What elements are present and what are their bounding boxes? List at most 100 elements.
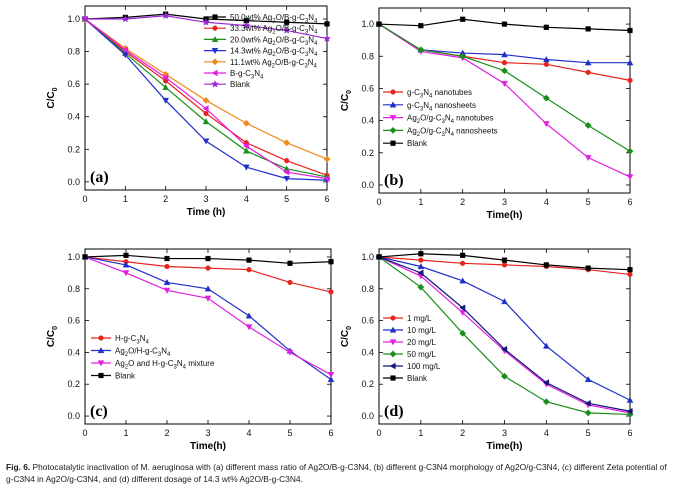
chart-panel-3: 0 1 2 3 4 5 6 0.0 0.2 0.4 0.6 0.8 1.0 Time(h) C/C0 (c) H… bbox=[46, 248, 335, 452]
legend-swatch-marker bbox=[390, 315, 396, 321]
legend-item: 50 mg/L bbox=[383, 350, 436, 359]
y-tick-label: 0.8 bbox=[67, 47, 80, 57]
data-point bbox=[327, 372, 335, 379]
legend-swatch-marker bbox=[211, 35, 219, 42]
series-line bbox=[84, 256, 332, 376]
data-point bbox=[245, 312, 253, 319]
x-tick-label: 2 bbox=[460, 197, 465, 207]
series-4 bbox=[375, 253, 634, 418]
y-tick-label: 0.4 bbox=[361, 116, 374, 126]
data-point bbox=[501, 21, 508, 27]
y-axis-title: C/C0 bbox=[46, 87, 59, 108]
y-axis-title: C/C0 bbox=[340, 326, 353, 347]
x-tick-label: 6 bbox=[627, 428, 632, 438]
series-6 bbox=[376, 251, 633, 273]
x-tick-label: 5 bbox=[287, 428, 292, 438]
chart-panel-1: 0 1 2 3 4 5 6 0.0 0.2 0.4 0.6 0.8 1.0 Time (h) C/C0 (a)… bbox=[46, 5, 331, 218]
x-tick-label: 3 bbox=[502, 197, 507, 207]
series-2 bbox=[375, 253, 634, 403]
legend-swatch-marker bbox=[211, 48, 219, 55]
x-tick-label: 2 bbox=[164, 428, 169, 438]
panel-label: (c) bbox=[90, 403, 108, 420]
data-point bbox=[245, 324, 253, 331]
x-axis-title: Time(h) bbox=[487, 210, 523, 221]
data-point bbox=[327, 376, 335, 383]
data-point bbox=[122, 261, 130, 268]
data-point bbox=[626, 407, 633, 415]
data-point bbox=[542, 379, 549, 386]
data-point bbox=[417, 269, 424, 277]
data-point bbox=[287, 279, 293, 286]
x-tick-label: 2 bbox=[460, 428, 465, 438]
data-point bbox=[163, 278, 171, 286]
data-point bbox=[246, 257, 252, 263]
y-axis-title: C/C0 bbox=[46, 326, 59, 347]
legend-item: g-C3N4 nanosheets bbox=[383, 101, 476, 112]
data-point bbox=[627, 77, 633, 83]
data-point bbox=[323, 175, 330, 182]
x-tick-label: 4 bbox=[544, 197, 549, 207]
x-tick-label: 6 bbox=[324, 194, 329, 204]
data-point bbox=[122, 270, 130, 277]
data-point bbox=[501, 262, 508, 268]
legend-swatch-marker bbox=[390, 140, 396, 146]
data-point bbox=[328, 289, 334, 295]
series-4 bbox=[82, 252, 334, 266]
legend-swatch-marker bbox=[389, 126, 397, 134]
data-point bbox=[242, 142, 249, 150]
y-axis-title: C/C0 bbox=[340, 90, 353, 111]
legend-item: Blank bbox=[91, 372, 136, 381]
legend-label: 11.1wt% Ag2O/B-g-C3N4 bbox=[230, 58, 317, 70]
y-tick-label: 0.2 bbox=[67, 379, 80, 389]
data-point bbox=[121, 14, 130, 23]
legend-item: Ag2O and H-g-C3N4 mixture bbox=[91, 359, 215, 371]
data-point bbox=[202, 96, 210, 104]
data-point bbox=[82, 254, 88, 260]
legend: 1 mg/L 10 mg/L 20 mg/L 50 mg/L 100 mg/L Blank bbox=[383, 314, 441, 383]
x-tick-label: 1 bbox=[418, 197, 423, 207]
data-point bbox=[627, 267, 633, 273]
legend-item: 20 mg/L bbox=[383, 338, 436, 347]
x-axis-title: Time(h) bbox=[487, 441, 523, 452]
y-tick-label: 1.0 bbox=[67, 252, 80, 262]
legend-swatch-marker bbox=[212, 14, 218, 20]
data-point bbox=[584, 409, 592, 417]
data-point bbox=[542, 342, 550, 349]
legend-item: Ag2O/H-g-C3N4 bbox=[91, 347, 171, 358]
legend-swatch-marker bbox=[98, 372, 104, 379]
data-point bbox=[459, 277, 467, 284]
data-point bbox=[376, 254, 382, 260]
data-point bbox=[584, 399, 591, 407]
legend-swatch-marker bbox=[389, 350, 397, 358]
data-point bbox=[626, 396, 634, 403]
panel-label: (a) bbox=[90, 169, 109, 186]
data-point bbox=[459, 304, 466, 312]
data-point bbox=[542, 398, 550, 406]
data-point bbox=[585, 265, 591, 271]
legend-label: Blank bbox=[407, 139, 428, 148]
data-point bbox=[418, 23, 424, 29]
y-tick-label: 0.6 bbox=[361, 316, 374, 326]
series-3 bbox=[375, 254, 634, 417]
legend-item: 50.0wt% Ag2O/B-g-C3N4 bbox=[204, 13, 318, 25]
y-tick-label: 0.8 bbox=[361, 51, 374, 61]
legend-label: Blank bbox=[115, 372, 136, 381]
legend-label: 50 mg/L bbox=[407, 350, 436, 359]
legend-label: Blank bbox=[230, 80, 251, 89]
data-point bbox=[202, 118, 210, 125]
legend-label: 20.0wt% Ag2O/B-g-C3N4 bbox=[230, 35, 318, 47]
data-point bbox=[243, 18, 249, 24]
data-point bbox=[283, 168, 290, 176]
data-point bbox=[501, 81, 508, 88]
legend-swatch-marker bbox=[211, 69, 218, 77]
data-point bbox=[205, 265, 211, 271]
figure-caption: Fig. 6. Photocatalytic inactivation of M… bbox=[6, 462, 674, 485]
data-point bbox=[459, 52, 467, 60]
data-point bbox=[501, 60, 508, 66]
y-tick-label: 0.0 bbox=[67, 411, 80, 421]
data-point bbox=[627, 271, 633, 278]
data-point bbox=[123, 252, 129, 258]
y-tick-label: 0.2 bbox=[361, 148, 374, 158]
data-point bbox=[501, 51, 508, 58]
